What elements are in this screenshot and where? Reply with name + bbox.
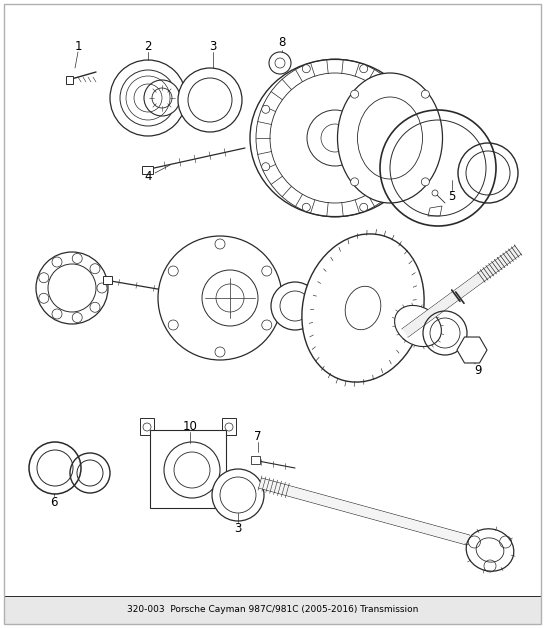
Ellipse shape <box>395 305 441 347</box>
Text: 6: 6 <box>50 495 58 509</box>
Polygon shape <box>103 276 112 284</box>
Polygon shape <box>150 430 226 508</box>
Circle shape <box>152 88 172 108</box>
Circle shape <box>110 60 186 136</box>
Circle shape <box>280 291 310 321</box>
Polygon shape <box>66 76 73 84</box>
Circle shape <box>321 124 349 152</box>
Text: 8: 8 <box>278 36 286 50</box>
Text: 2: 2 <box>144 40 152 53</box>
Text: 1: 1 <box>74 40 82 53</box>
Circle shape <box>360 65 368 73</box>
Circle shape <box>48 264 96 312</box>
Circle shape <box>72 313 82 323</box>
Circle shape <box>262 320 272 330</box>
Circle shape <box>215 239 225 249</box>
Ellipse shape <box>345 286 381 330</box>
Circle shape <box>432 190 438 196</box>
Circle shape <box>164 442 220 498</box>
Circle shape <box>400 106 408 113</box>
Text: 7: 7 <box>255 430 262 443</box>
Circle shape <box>52 309 62 319</box>
Text: 320-003  Porsche Cayman 987C/981C (2005-2016) Transmission: 320-003 Porsche Cayman 987C/981C (2005-2… <box>127 605 418 615</box>
Circle shape <box>421 90 429 98</box>
Text: 10: 10 <box>183 420 197 433</box>
Polygon shape <box>251 456 260 464</box>
Circle shape <box>188 78 232 122</box>
Circle shape <box>143 423 151 431</box>
Circle shape <box>262 106 270 113</box>
Text: 3: 3 <box>234 521 241 534</box>
Circle shape <box>262 266 272 276</box>
Circle shape <box>350 90 359 98</box>
Polygon shape <box>428 206 442 216</box>
Circle shape <box>225 423 233 431</box>
Text: 9: 9 <box>474 364 482 377</box>
Circle shape <box>360 203 368 211</box>
Circle shape <box>178 68 242 132</box>
Circle shape <box>90 302 100 312</box>
Circle shape <box>120 70 176 126</box>
Circle shape <box>271 282 319 330</box>
Circle shape <box>215 347 225 357</box>
Ellipse shape <box>302 234 424 382</box>
Polygon shape <box>259 478 469 545</box>
Ellipse shape <box>337 73 443 203</box>
Circle shape <box>39 273 49 283</box>
Ellipse shape <box>250 60 420 217</box>
Circle shape <box>202 270 258 326</box>
Circle shape <box>168 320 178 330</box>
Polygon shape <box>222 418 236 435</box>
Circle shape <box>302 203 310 211</box>
Text: 3: 3 <box>209 40 217 53</box>
Circle shape <box>269 52 291 74</box>
Circle shape <box>302 65 310 73</box>
Circle shape <box>52 257 62 267</box>
Circle shape <box>307 110 363 166</box>
Circle shape <box>421 178 429 186</box>
Circle shape <box>275 58 285 68</box>
Circle shape <box>97 283 107 293</box>
Circle shape <box>174 452 210 488</box>
Circle shape <box>90 264 100 274</box>
Circle shape <box>39 293 49 303</box>
Text: 5: 5 <box>449 190 456 202</box>
Circle shape <box>465 343 479 357</box>
Circle shape <box>158 236 282 360</box>
Circle shape <box>168 266 178 276</box>
Ellipse shape <box>466 529 514 571</box>
Bar <box>4 596 541 624</box>
Circle shape <box>72 254 82 264</box>
Circle shape <box>400 163 408 171</box>
Text: 4: 4 <box>144 170 152 183</box>
Polygon shape <box>140 418 154 435</box>
Circle shape <box>350 178 359 186</box>
Circle shape <box>212 469 264 521</box>
Polygon shape <box>402 246 521 337</box>
Polygon shape <box>142 166 153 174</box>
Circle shape <box>144 80 180 116</box>
Circle shape <box>262 163 270 171</box>
Circle shape <box>36 252 108 324</box>
Circle shape <box>220 477 256 513</box>
Circle shape <box>216 284 244 312</box>
